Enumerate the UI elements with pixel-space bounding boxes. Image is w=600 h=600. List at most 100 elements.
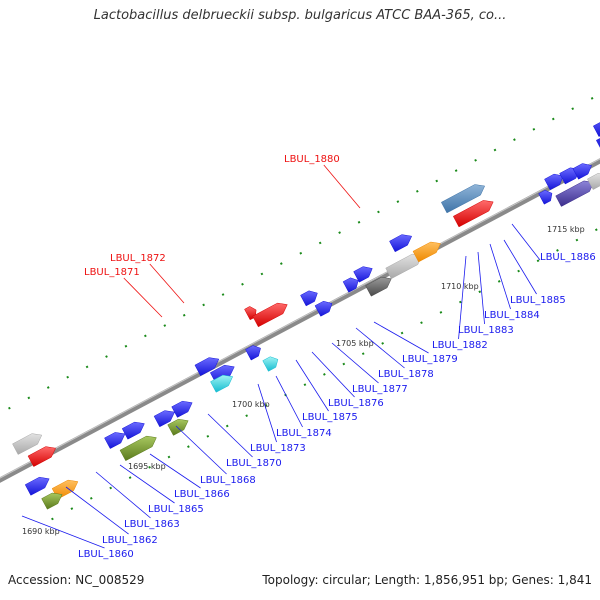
gene-label-leader	[175, 425, 227, 475]
gene-arrow-gray	[587, 173, 600, 190]
gene-label: LBUL_1874	[276, 428, 332, 439]
tick-mark	[551, 117, 555, 121]
tick-mark	[338, 231, 341, 234]
gene-label-leader	[311, 351, 355, 398]
tick-mark	[105, 355, 108, 358]
gene-label: LBUL_1880	[284, 154, 340, 165]
gene-arrow-orange	[412, 241, 441, 263]
gene-arrow-blue	[300, 290, 318, 307]
gene-label-leader	[331, 342, 379, 384]
tick-mark	[478, 290, 482, 294]
gene-label-leader	[503, 239, 537, 295]
gene-arrow-blue	[389, 234, 413, 253]
gene-arrow-blue	[353, 266, 373, 283]
tick-mark	[85, 365, 89, 369]
tick-mark	[27, 396, 31, 400]
tick-mark	[245, 414, 249, 418]
tick-mark	[144, 334, 147, 338]
gene-features	[12, 122, 600, 510]
tick-mark	[202, 303, 205, 307]
tick-mark	[342, 362, 346, 366]
gene-arrow-blue	[194, 357, 220, 377]
scale-label: 1690 kbp	[22, 527, 60, 536]
tick-mark	[318, 241, 322, 245]
tick-mark	[415, 189, 419, 193]
gene-label-leader	[21, 515, 105, 549]
gene-arrow-steel	[440, 184, 486, 214]
gene-label-leader	[373, 321, 429, 354]
tick-mark	[187, 445, 190, 449]
tick-mark	[513, 138, 516, 142]
gene-arrow-green	[119, 435, 157, 462]
tick-mark	[571, 107, 575, 111]
tick-mark	[148, 465, 151, 469]
gene-label: LBUL_1860	[78, 549, 134, 560]
tick-mark	[124, 344, 128, 348]
tick-mark	[323, 372, 326, 376]
gene-label-leader	[149, 453, 201, 489]
gene-arrow-blue	[314, 300, 333, 317]
gene-label: LBUL_1886	[540, 252, 596, 263]
gene-label: LBUL_1863	[124, 519, 180, 530]
tick-mark	[594, 228, 598, 232]
gene-label: LBUL_1866	[174, 489, 230, 500]
genome-summary: Topology: circular; Length: 1,856,951 bp…	[262, 573, 592, 587]
gene-label: LBUL_1872	[110, 253, 166, 264]
gene-arrow-red	[452, 200, 494, 228]
gene-arrow-cyan	[262, 356, 279, 372]
gene-label: LBUL_1884	[484, 310, 540, 321]
gene-arrow-blue	[538, 189, 553, 205]
gene-arrow-blue	[595, 138, 600, 148]
gene-label-leader	[207, 413, 253, 458]
gene-label-leader	[123, 277, 163, 318]
gene-arrow-gray	[12, 433, 43, 455]
tick-mark	[241, 282, 244, 286]
tick-mark	[396, 200, 400, 203]
gene-label-leader	[323, 164, 361, 209]
gene-arrow-blue	[342, 277, 359, 293]
tick-mark	[439, 311, 443, 314]
scale-labels: 1690 kbp 1695 kbp 1700 kbp 1705 kbp 1710 kbp…	[22, 225, 585, 536]
gene-label: LBUL_1876	[328, 398, 384, 409]
gene-label: LBUL_1870	[226, 458, 282, 469]
gene-arrow-blue	[572, 163, 592, 180]
gene-label: LBUL_1882	[432, 340, 488, 351]
tick-mark	[536, 259, 540, 263]
gene-label-leader	[355, 327, 405, 369]
gene-labels: LBUL_1860 LBUL_1862 LBUL_1863 LBUL_1865 LBUL…	[21, 154, 596, 560]
gene-label-leader	[458, 255, 467, 340]
gene-label: LBUL_1883	[458, 325, 514, 336]
tick-mark	[51, 517, 54, 521]
tick-mark	[493, 148, 497, 152]
tick-mark	[8, 406, 11, 410]
tick-mark	[575, 238, 579, 242]
gene-label: LBUL_1878	[378, 369, 434, 380]
tick-mark	[221, 293, 225, 296]
gene-label-leader	[489, 243, 511, 310]
tick-mark	[400, 331, 404, 335]
tick-mark	[420, 321, 423, 325]
gene-label-leader	[295, 359, 329, 412]
gene-label: LBUL_1885	[510, 295, 566, 306]
gene-arrow-blue	[153, 410, 175, 428]
tick-mark	[590, 96, 594, 100]
tick-mark	[66, 375, 70, 379]
gene-arrow-red	[27, 446, 56, 467]
tick-mark	[435, 179, 439, 183]
gene-arrow-blue	[544, 173, 564, 191]
gene-label: LBUL_1871	[84, 267, 140, 278]
gene-arrow-blue	[171, 400, 193, 418]
gene-label-leader	[257, 383, 277, 443]
gene-arrow-green	[167, 418, 189, 436]
genome-map[interactable]: 1690 kbp 1695 kbp 1700 kbp 1705 kbp 1710 kbp…	[0, 0, 600, 560]
tick-mark	[299, 251, 303, 255]
gene-arrow-blue	[121, 421, 145, 440]
scale-label: 1700 kbp	[232, 400, 270, 409]
gene-label: LBUL_1873	[250, 443, 306, 454]
tick-mark	[517, 269, 520, 273]
gene-label: LBUL_1879	[402, 354, 458, 365]
gene-label: LBUL_1865	[148, 504, 204, 515]
gene-arrow-purple	[555, 180, 595, 207]
gene-label-leader	[275, 375, 303, 428]
